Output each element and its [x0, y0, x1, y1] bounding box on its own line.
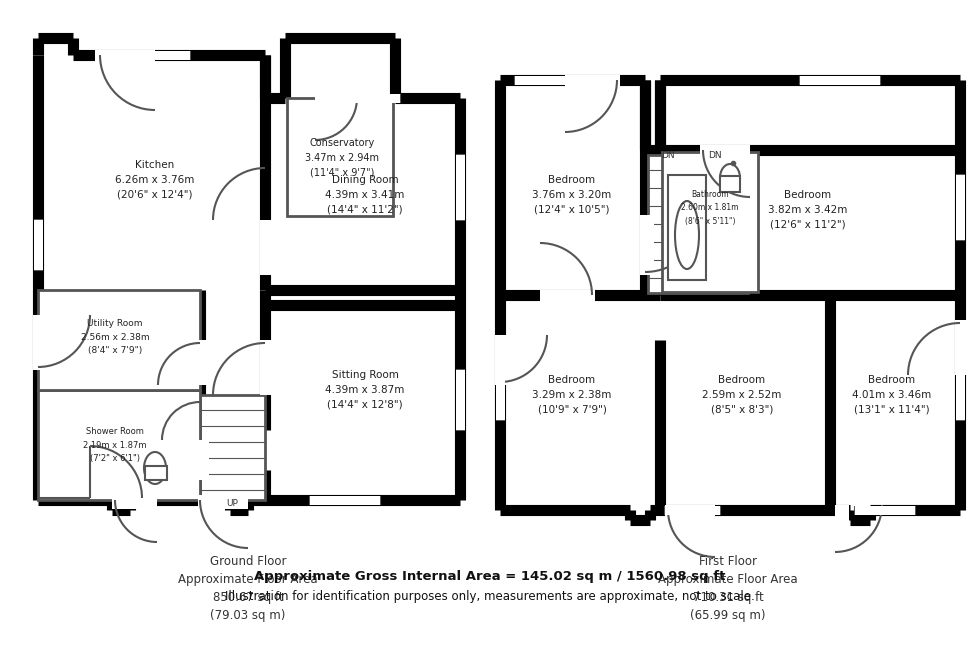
- Bar: [515, 76, 595, 85]
- Bar: [665, 505, 715, 519]
- Ellipse shape: [720, 164, 740, 192]
- Text: DN: DN: [662, 150, 675, 159]
- Text: Shower Room
2.19m x 1.87m
(7'2" x 6'1"): Shower Room 2.19m x 1.87m (7'2" x 6'1"): [83, 427, 147, 463]
- Bar: [287, 98, 393, 216]
- Text: Bedroom
3.76m x 3.20m
(12'4" x 10'5"): Bedroom 3.76m x 3.20m (12'4" x 10'5"): [532, 175, 612, 215]
- Text: Ground Floor
Approximate Floor Area
850.67 sq ft
(79.03 sq m): Ground Floor Approximate Floor Area 850.…: [178, 555, 318, 622]
- Bar: [38, 290, 200, 390]
- Bar: [665, 506, 720, 515]
- Bar: [110, 51, 190, 60]
- Bar: [315, 93, 360, 107]
- Bar: [195, 440, 209, 480]
- Bar: [956, 355, 965, 420]
- Bar: [855, 506, 915, 515]
- Text: DN: DN: [709, 150, 722, 159]
- Bar: [456, 155, 465, 220]
- Bar: [260, 220, 274, 275]
- Text: Bedroom
2.59m x 2.52m
(8'5" x 8'3"): Bedroom 2.59m x 2.52m (8'5" x 8'3"): [703, 375, 782, 415]
- Text: Kitchen
6.26m x 3.76m
(20'6" x 12'4"): Kitchen 6.26m x 3.76m (20'6" x 12'4"): [116, 160, 195, 200]
- Text: Dining Room
4.39m x 3.41m
(14'4" x 11'2"): Dining Room 4.39m x 3.41m (14'4" x 11'2"…: [325, 175, 405, 215]
- Bar: [565, 75, 620, 89]
- Bar: [95, 50, 155, 64]
- Bar: [456, 370, 465, 430]
- Bar: [720, 176, 740, 192]
- Bar: [200, 395, 265, 500]
- Text: Utility Room
2.56m x 2.38m
(8'4" x 7'9"): Utility Room 2.56m x 2.38m (8'4" x 7'9"): [80, 319, 149, 355]
- Bar: [310, 496, 380, 505]
- Bar: [800, 76, 880, 85]
- Bar: [198, 495, 248, 509]
- Text: Approximate Gross Internal Area = 145.02 sq m / 1560.98 sq ft: Approximate Gross Internal Area = 145.02…: [255, 570, 725, 583]
- Bar: [835, 505, 849, 555]
- Bar: [648, 155, 748, 293]
- Text: Bathroom
2.60m x 1.81m
(8'6" x 5'11"): Bathroom 2.60m x 1.81m (8'6" x 5'11"): [681, 190, 739, 226]
- Bar: [640, 215, 654, 275]
- Bar: [112, 495, 157, 509]
- Text: Illustration for identification purposes only, measurements are approximate, not: Illustration for identification purposes…: [225, 590, 755, 603]
- Bar: [700, 145, 750, 159]
- Bar: [662, 152, 758, 292]
- Text: Sitting Room
4.39m x 3.87m
(14'4" x 12'8"): Sitting Room 4.39m x 3.87m (14'4" x 12'8…: [325, 370, 405, 410]
- Bar: [34, 220, 43, 270]
- Ellipse shape: [144, 452, 166, 484]
- Bar: [195, 340, 209, 385]
- Text: UP: UP: [226, 498, 238, 507]
- Bar: [260, 340, 274, 395]
- Bar: [956, 175, 965, 240]
- Bar: [955, 320, 969, 375]
- Text: Bedroom
3.82m x 3.42m
(12'6" x 11'2"): Bedroom 3.82m x 3.42m (12'6" x 11'2"): [768, 190, 848, 230]
- Bar: [540, 290, 595, 304]
- Bar: [145, 466, 167, 480]
- Text: Bedroom
3.29m x 2.38m
(10'9" x 7'9"): Bedroom 3.29m x 2.38m (10'9" x 7'9"): [532, 375, 612, 415]
- Bar: [340, 94, 400, 103]
- Bar: [33, 315, 47, 370]
- Bar: [496, 360, 505, 420]
- Text: First Floor
Approximate Floor Area
710.31 sq ft
(65.99 sq m): First Floor Approximate Floor Area 710.3…: [659, 555, 798, 622]
- Ellipse shape: [675, 201, 699, 269]
- Bar: [668, 175, 706, 280]
- Bar: [38, 390, 200, 500]
- Text: Conservatory
3.47m x 2.94m
(11'4" x 9'7"): Conservatory 3.47m x 2.94m (11'4" x 9'7"…: [305, 138, 379, 178]
- Bar: [495, 335, 509, 385]
- Text: Bedroom
4.01m x 3.46m
(13'1" x 11'4"): Bedroom 4.01m x 3.46m (13'1" x 11'4"): [853, 375, 932, 415]
